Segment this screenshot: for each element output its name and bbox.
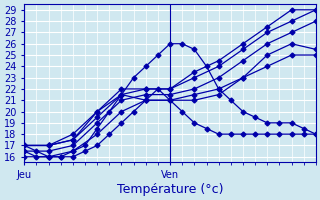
X-axis label: Température (°c): Température (°c) bbox=[117, 183, 223, 196]
